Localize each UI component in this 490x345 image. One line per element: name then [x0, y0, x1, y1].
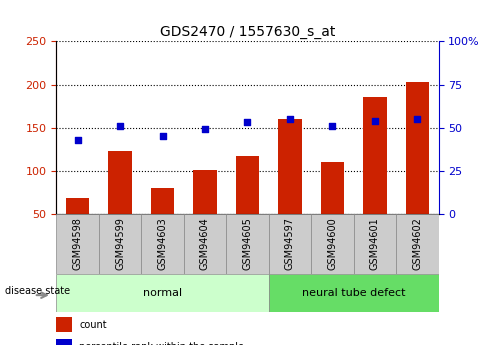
Point — [286, 116, 294, 122]
Text: GSM94599: GSM94599 — [115, 217, 125, 270]
Bar — [406, 82, 429, 257]
Text: GSM94604: GSM94604 — [200, 217, 210, 270]
Bar — [354, 214, 396, 274]
Text: count: count — [79, 320, 107, 330]
Text: neural tube defect: neural tube defect — [302, 288, 405, 298]
Bar — [269, 274, 439, 312]
Text: GSM94602: GSM94602 — [412, 217, 422, 270]
Bar — [226, 214, 269, 274]
Point — [116, 123, 124, 129]
Bar — [56, 317, 72, 333]
Text: normal: normal — [143, 288, 182, 298]
Text: GSM94601: GSM94601 — [370, 217, 380, 270]
Text: GSM94600: GSM94600 — [327, 217, 338, 270]
Text: GSM94598: GSM94598 — [73, 217, 83, 270]
Point — [371, 118, 379, 124]
Bar — [141, 214, 184, 274]
Point — [244, 120, 251, 125]
Text: percentile rank within the sample: percentile rank within the sample — [79, 342, 245, 345]
Bar — [184, 214, 226, 274]
Bar — [56, 274, 269, 312]
Bar — [311, 214, 354, 274]
Point — [414, 116, 421, 122]
Bar — [396, 214, 439, 274]
Point — [328, 123, 336, 129]
Bar — [108, 151, 132, 257]
Bar — [269, 214, 311, 274]
Bar — [99, 214, 141, 274]
Bar — [193, 170, 217, 257]
Bar — [363, 97, 387, 257]
Point — [201, 127, 209, 132]
Text: GSM94597: GSM94597 — [285, 217, 295, 270]
Point — [159, 134, 167, 139]
Bar — [236, 156, 259, 257]
Bar — [278, 119, 301, 257]
Bar — [320, 162, 344, 257]
Text: GSM94603: GSM94603 — [157, 217, 168, 270]
Bar — [56, 214, 99, 274]
Text: GSM94605: GSM94605 — [243, 217, 252, 270]
Bar — [151, 188, 174, 257]
Title: GDS2470 / 1557630_s_at: GDS2470 / 1557630_s_at — [160, 25, 335, 39]
Text: disease state: disease state — [4, 286, 70, 296]
Bar — [56, 339, 72, 345]
Point — [74, 137, 81, 142]
Bar — [66, 198, 89, 257]
